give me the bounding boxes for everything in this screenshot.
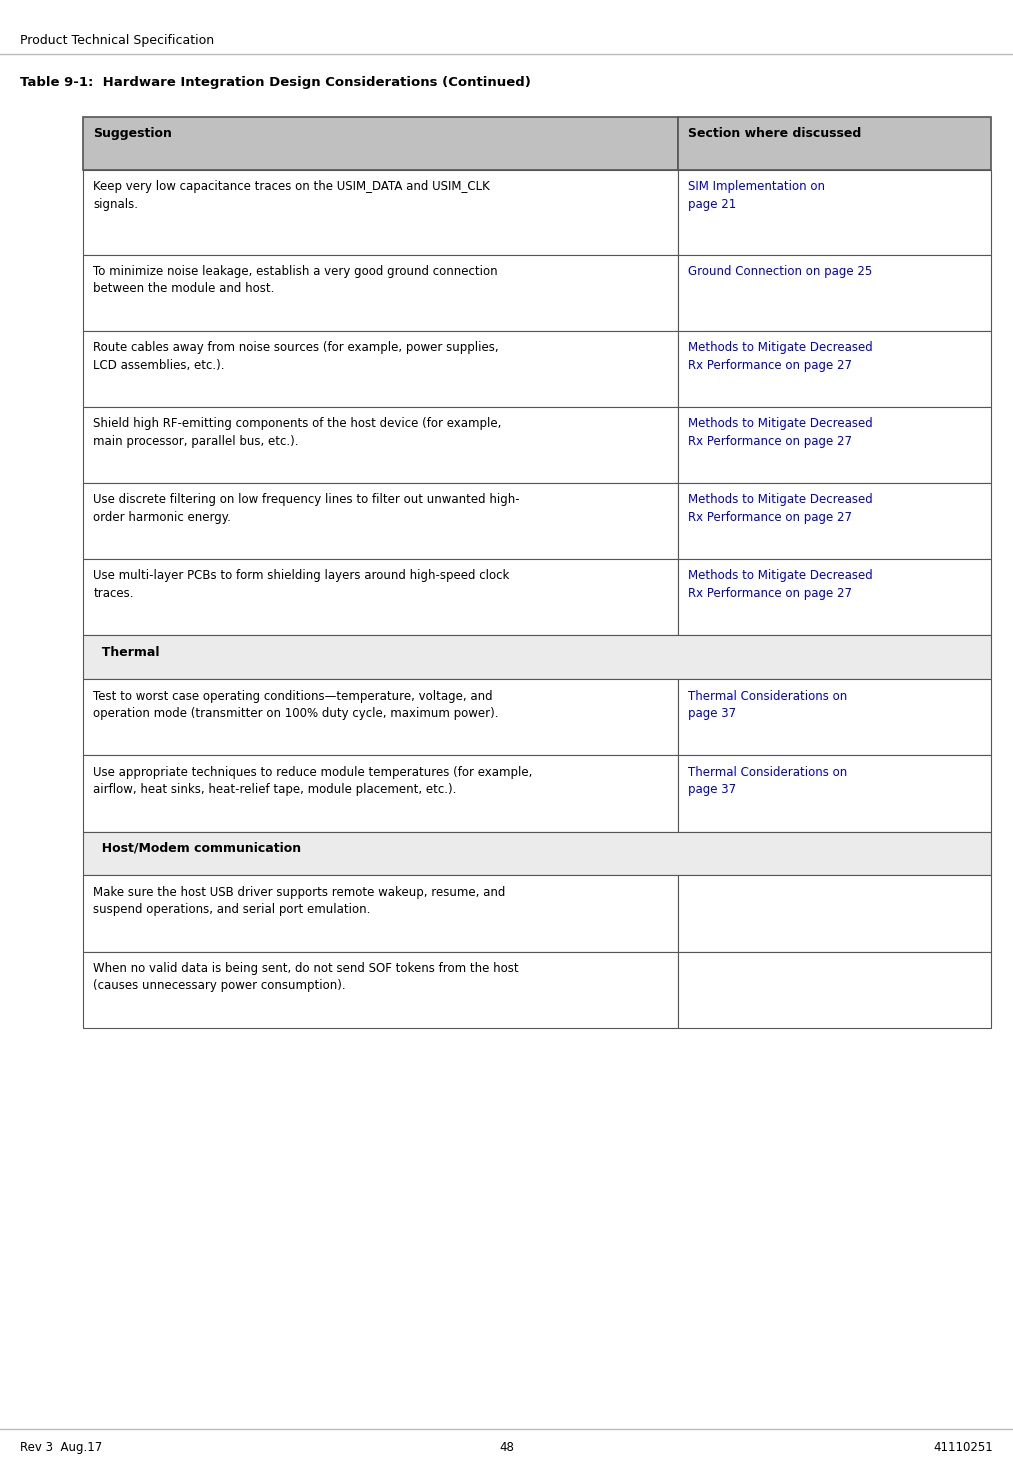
Text: Use discrete filtering on low frequency lines to filter out unwanted high-
order: Use discrete filtering on low frequency …	[93, 493, 520, 524]
Bar	[83, 170, 678, 255]
Text: Ground Connection on page 25: Ground Connection on page 25	[688, 265, 872, 278]
Bar	[678, 407, 991, 483]
Text: To minimize noise leakage, establish a very good ground connection
between the m: To minimize noise leakage, establish a v…	[93, 265, 497, 296]
Bar	[83, 117, 678, 170]
Text: Make sure the host USB driver supports remote wakeup, resume, and
suspend operat: Make sure the host USB driver supports r…	[93, 886, 505, 916]
Text: Thermal: Thermal	[93, 646, 160, 659]
Text: Methods to Mitigate Decreased
Rx Performance on page 27: Methods to Mitigate Decreased Rx Perform…	[688, 341, 872, 372]
Bar	[83, 875, 678, 952]
Bar	[83, 331, 678, 407]
Bar	[678, 483, 991, 559]
Text: Thermal Considerations on
page 37: Thermal Considerations on page 37	[688, 766, 847, 796]
Bar	[678, 331, 991, 407]
Bar	[83, 483, 678, 559]
Bar	[83, 255, 678, 331]
Text: Methods to Mitigate Decreased
Rx Performance on page 27: Methods to Mitigate Decreased Rx Perform…	[688, 569, 872, 600]
Text: Thermal Considerations on
page 37: Thermal Considerations on page 37	[688, 690, 847, 720]
Text: Host/Modem communication: Host/Modem communication	[93, 842, 301, 855]
Text: 48: 48	[499, 1441, 514, 1454]
Text: Table 9-1:  Hardware Integration Design Considerations (Continued): Table 9-1: Hardware Integration Design C…	[20, 76, 531, 89]
Bar	[83, 635, 991, 679]
Text: Section where discussed: Section where discussed	[688, 127, 861, 141]
Text: 41110251: 41110251	[933, 1441, 993, 1454]
Text: When no valid data is being sent, do not send SOF tokens from the host
(causes u: When no valid data is being sent, do not…	[93, 962, 519, 993]
Bar	[678, 559, 991, 635]
Bar	[678, 679, 991, 755]
Text: Product Technical Specification: Product Technical Specification	[20, 34, 215, 47]
Bar	[678, 755, 991, 832]
Bar	[678, 875, 991, 952]
Text: Shield high RF-emitting components of the host device (for example,
main process: Shield high RF-emitting components of th…	[93, 417, 501, 448]
Text: Methods to Mitigate Decreased
Rx Performance on page 27: Methods to Mitigate Decreased Rx Perform…	[688, 493, 872, 524]
Text: Use multi-layer PCBs to form shielding layers around high-speed clock
traces.: Use multi-layer PCBs to form shielding l…	[93, 569, 510, 600]
Bar	[678, 117, 991, 170]
Text: Keep very low capacitance traces on the USIM_DATA and USIM_CLK
signals.: Keep very low capacitance traces on the …	[93, 180, 490, 211]
Text: Use appropriate techniques to reduce module temperatures (for example,
airflow, : Use appropriate techniques to reduce mod…	[93, 766, 533, 796]
Bar	[83, 679, 678, 755]
Bar	[83, 407, 678, 483]
Bar	[83, 832, 991, 875]
Bar	[83, 755, 678, 832]
Text: Route cables away from noise sources (for example, power supplies,
LCD assemblie: Route cables away from noise sources (fo…	[93, 341, 498, 372]
Bar	[83, 952, 678, 1028]
Text: Test to worst case operating conditions—temperature, voltage, and
operation mode: Test to worst case operating conditions—…	[93, 690, 498, 720]
Bar	[678, 255, 991, 331]
Bar	[678, 952, 991, 1028]
Text: Suggestion: Suggestion	[93, 127, 172, 141]
Bar	[678, 170, 991, 255]
Bar	[83, 559, 678, 635]
Text: SIM Implementation on
page 21: SIM Implementation on page 21	[688, 180, 825, 211]
Text: Methods to Mitigate Decreased
Rx Performance on page 27: Methods to Mitigate Decreased Rx Perform…	[688, 417, 872, 448]
Text: Rev 3  Aug.17: Rev 3 Aug.17	[20, 1441, 102, 1454]
